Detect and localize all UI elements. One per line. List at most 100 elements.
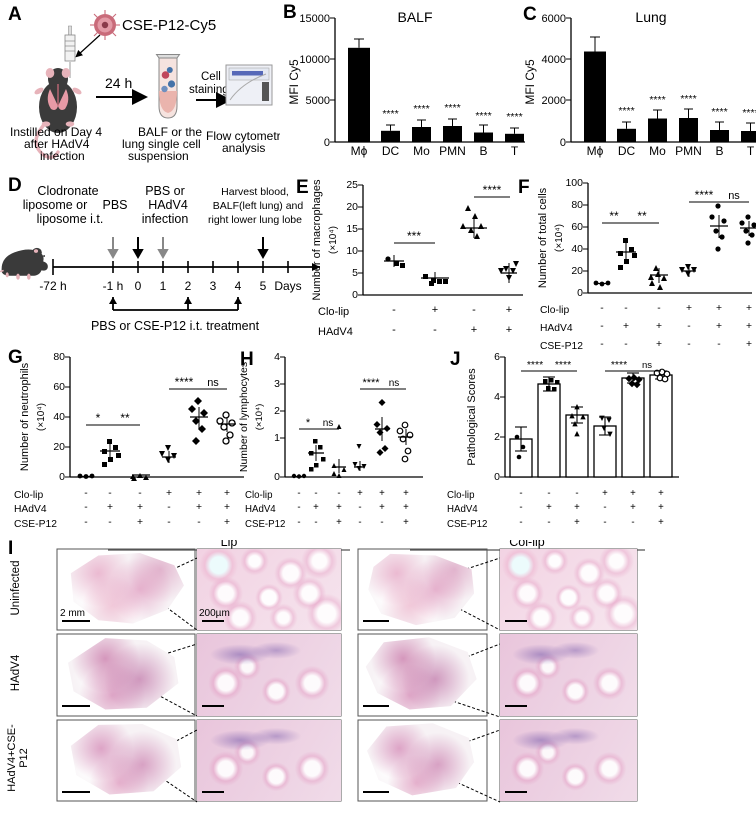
svg-text:+: + <box>716 321 722 332</box>
svg-text:1: 1 <box>160 279 167 293</box>
svg-text:infection: infection <box>40 149 85 163</box>
svg-text:**: ** <box>637 209 647 223</box>
svg-text:(×10⁴): (×10⁴) <box>328 226 339 254</box>
svg-text:-: - <box>314 488 317 499</box>
svg-text:B: B <box>715 144 723 158</box>
svg-text:ns: ns <box>642 360 652 371</box>
svg-text:-: - <box>138 488 141 499</box>
svg-text:+: + <box>379 502 385 513</box>
svg-text:Clo-lip: Clo-lip <box>540 305 569 316</box>
svg-text:20: 20 <box>53 441 65 453</box>
svg-text:+: + <box>574 517 580 528</box>
svg-text:5: 5 <box>260 279 267 293</box>
svg-text:+: + <box>403 517 409 528</box>
svg-text:-: - <box>297 502 300 513</box>
svg-text:0: 0 <box>352 289 358 301</box>
svg-text:MFI Cy5: MFI Cy5 <box>287 59 301 105</box>
svg-text:ns: ns <box>728 190 740 202</box>
svg-text:-: - <box>687 321 690 332</box>
svg-text:HAdV4: HAdV4 <box>148 198 188 212</box>
svg-text:15: 15 <box>346 223 358 235</box>
svg-text:4: 4 <box>274 351 280 363</box>
svg-text:+: + <box>166 488 172 499</box>
svg-text:+: + <box>196 488 202 499</box>
svg-text:HAdV4: HAdV4 <box>318 326 353 338</box>
svg-text:-: - <box>575 488 578 499</box>
svg-text:****: **** <box>527 359 543 371</box>
svg-text:****: **** <box>695 188 714 202</box>
svg-text:Number of lymphocytes: Number of lymphocytes <box>238 362 250 472</box>
svg-text:-: - <box>624 303 627 314</box>
svg-text:+: + <box>546 502 552 513</box>
svg-text:-: - <box>547 517 550 528</box>
svg-text:-: - <box>380 517 383 528</box>
svg-text:0: 0 <box>59 471 65 483</box>
svg-text:2: 2 <box>494 431 500 443</box>
svg-text:+: + <box>196 502 202 513</box>
svg-text:Pathological Scores: Pathological Scores <box>466 368 478 466</box>
svg-text:+: + <box>623 321 629 332</box>
svg-text:+: + <box>630 488 636 499</box>
svg-text:-: - <box>392 304 396 316</box>
svg-text:0: 0 <box>324 137 330 149</box>
svg-text:HAdV4: HAdV4 <box>447 504 478 515</box>
svg-text:+: + <box>224 502 230 513</box>
svg-text:Mϕ: Mϕ <box>351 144 368 158</box>
svg-text:****: **** <box>611 359 627 371</box>
svg-text:+: + <box>137 502 143 513</box>
svg-text:****: **** <box>382 108 398 120</box>
svg-text:****: **** <box>742 107 756 119</box>
svg-text:+: + <box>602 488 608 499</box>
svg-text:CSE-P12: CSE-P12 <box>14 519 57 530</box>
svg-text:right lower lung lobe: right lower lung lobe <box>208 214 302 226</box>
svg-text:-: - <box>358 517 361 528</box>
svg-text:4: 4 <box>494 391 500 403</box>
svg-text:+: + <box>656 321 662 332</box>
svg-text:**: ** <box>120 411 130 425</box>
svg-text:+: + <box>379 488 385 499</box>
svg-text:PBS: PBS <box>102 198 127 212</box>
svg-text:24 h: 24 h <box>105 75 132 91</box>
svg-text:6: 6 <box>494 351 500 363</box>
svg-text:-: - <box>84 502 87 513</box>
svg-text:5000: 5000 <box>306 95 330 107</box>
svg-text:BALF(left lung) and: BALF(left lung) and <box>213 200 304 212</box>
svg-text:+: + <box>403 488 409 499</box>
svg-text:Number of total cells: Number of total cells <box>537 187 549 288</box>
svg-text:40: 40 <box>53 411 65 423</box>
svg-text:4: 4 <box>235 279 242 293</box>
svg-text:Lung: Lung <box>635 9 666 25</box>
svg-text:suspension: suspension <box>128 149 189 163</box>
svg-text:10: 10 <box>346 245 358 257</box>
svg-text:+: + <box>746 303 752 314</box>
svg-text:PBS or: PBS or <box>145 184 185 198</box>
svg-text:-: - <box>314 517 317 528</box>
svg-text:+: + <box>336 517 342 528</box>
svg-text:ns: ns <box>207 377 219 389</box>
svg-text:-: - <box>519 517 522 528</box>
svg-text:Clo-lip: Clo-lip <box>245 490 272 501</box>
svg-text:****: **** <box>555 359 571 371</box>
svg-text:0: 0 <box>560 137 566 149</box>
svg-text:+: + <box>224 488 230 499</box>
svg-text:+: + <box>471 324 477 336</box>
svg-text:10000: 10000 <box>299 54 330 66</box>
svg-text:-: - <box>603 502 606 513</box>
svg-text:Number of macrophages: Number of macrophages <box>311 179 323 301</box>
svg-text:Clodronate: Clodronate <box>37 184 98 198</box>
svg-text:+: + <box>107 502 113 513</box>
svg-text:Clo-lip: Clo-lip <box>447 490 474 501</box>
svg-text:5: 5 <box>352 267 358 279</box>
svg-text:20: 20 <box>571 265 583 277</box>
svg-text:HAdV4: HAdV4 <box>245 504 276 515</box>
svg-text:****: **** <box>680 93 696 105</box>
svg-text:15000: 15000 <box>299 13 330 25</box>
svg-text:****: **** <box>362 377 380 389</box>
svg-text:-: - <box>472 304 476 316</box>
svg-text:3: 3 <box>274 378 280 390</box>
svg-text:+: + <box>137 517 143 528</box>
svg-text:+: + <box>746 321 752 332</box>
svg-text:CSE-P12-Cy5: CSE-P12-Cy5 <box>122 17 216 34</box>
svg-text:80: 80 <box>53 351 65 363</box>
svg-text:0: 0 <box>494 471 500 483</box>
